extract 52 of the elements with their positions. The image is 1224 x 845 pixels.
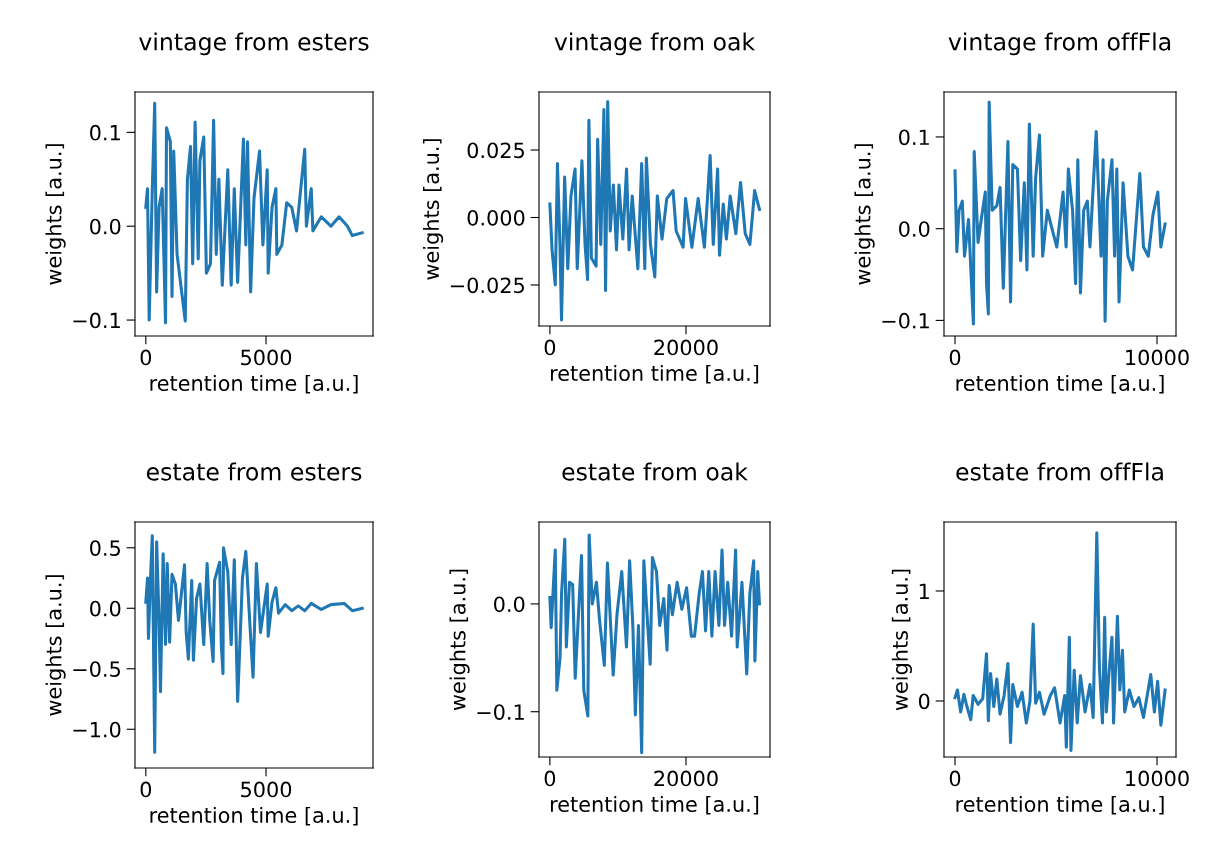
x-tick-label: 0 bbox=[949, 770, 961, 787]
line-series bbox=[953, 531, 1167, 753]
x-axis-title: retention time [a.u.] bbox=[956, 374, 1164, 394]
y-tick-label: −0.5 bbox=[73, 661, 120, 677]
y-tick-label: −0.1 bbox=[73, 312, 120, 329]
y-tick-label: −0.1 bbox=[882, 312, 929, 329]
x-tick-label: 5000 bbox=[241, 781, 292, 798]
x-tick-label: 0 bbox=[949, 349, 961, 366]
x-tick-label: 20000 bbox=[654, 770, 718, 787]
line-series bbox=[144, 534, 364, 754]
y-tick-label: 0.5 bbox=[90, 540, 120, 556]
y-tick-label: 0 bbox=[918, 693, 930, 710]
chart-title: estate from esters bbox=[146, 462, 362, 481]
chart-title: estate from offFla bbox=[956, 462, 1163, 481]
y-axis-title: weights [a.u.] bbox=[449, 569, 470, 711]
chart-title: vintage from oak bbox=[554, 32, 756, 56]
y-tick-label: −0.1 bbox=[477, 704, 524, 720]
x-axis-title: retention time [a.u.] bbox=[551, 364, 759, 384]
x-tick-label: 0 bbox=[544, 339, 556, 356]
chart-title: estate from oak bbox=[562, 462, 748, 481]
y-tick-label: −0.025 bbox=[450, 277, 524, 294]
y-tick-label: 0.025 bbox=[467, 142, 524, 159]
y-tick-label: −1.0 bbox=[73, 721, 121, 738]
line-series bbox=[144, 101, 364, 325]
y-tick-label: 0.0 bbox=[899, 221, 930, 237]
y-axis-title: weights [a.u.] bbox=[891, 569, 912, 711]
x-tick-label: 0 bbox=[140, 349, 152, 366]
chart-title: vintage from offFla bbox=[948, 32, 1171, 56]
x-tick-label: 10000 bbox=[1126, 349, 1189, 366]
y-axis-title: weights [a.u.] bbox=[422, 139, 444, 280]
y-tick-label: 0.0 bbox=[90, 218, 121, 235]
chart-title: vintage from esters bbox=[139, 32, 369, 56]
y-tick-label: 0.1 bbox=[90, 124, 120, 141]
y-axis-title: weights [a.u.] bbox=[45, 144, 66, 285]
y-axis-title: weights [a.u.] bbox=[45, 575, 66, 716]
line-series bbox=[548, 533, 761, 755]
line-series bbox=[548, 99, 761, 322]
x-axis-title: retention time [a.u.] bbox=[150, 806, 358, 826]
y-tick-label: 0.0 bbox=[494, 596, 525, 613]
x-tick-label: 0 bbox=[544, 770, 556, 787]
line-series bbox=[953, 100, 1167, 326]
x-axis-title: retention time [a.u.] bbox=[551, 795, 759, 815]
x-tick-label: 5000 bbox=[241, 349, 292, 366]
y-axis-title: weights [a.u.] bbox=[854, 144, 875, 285]
x-axis-title: retention time [a.u.] bbox=[956, 795, 1164, 815]
x-tick-label: 10000 bbox=[1126, 770, 1189, 787]
y-tick-label: 1 bbox=[919, 583, 929, 599]
y-tick-label: 0.000 bbox=[467, 209, 525, 226]
y-tick-label: 0.1 bbox=[899, 129, 929, 146]
y-tick-label: 0.0 bbox=[90, 600, 121, 617]
x-axis-title: retention time [a.u.] bbox=[150, 374, 358, 394]
x-tick-label: 20000 bbox=[654, 339, 718, 356]
